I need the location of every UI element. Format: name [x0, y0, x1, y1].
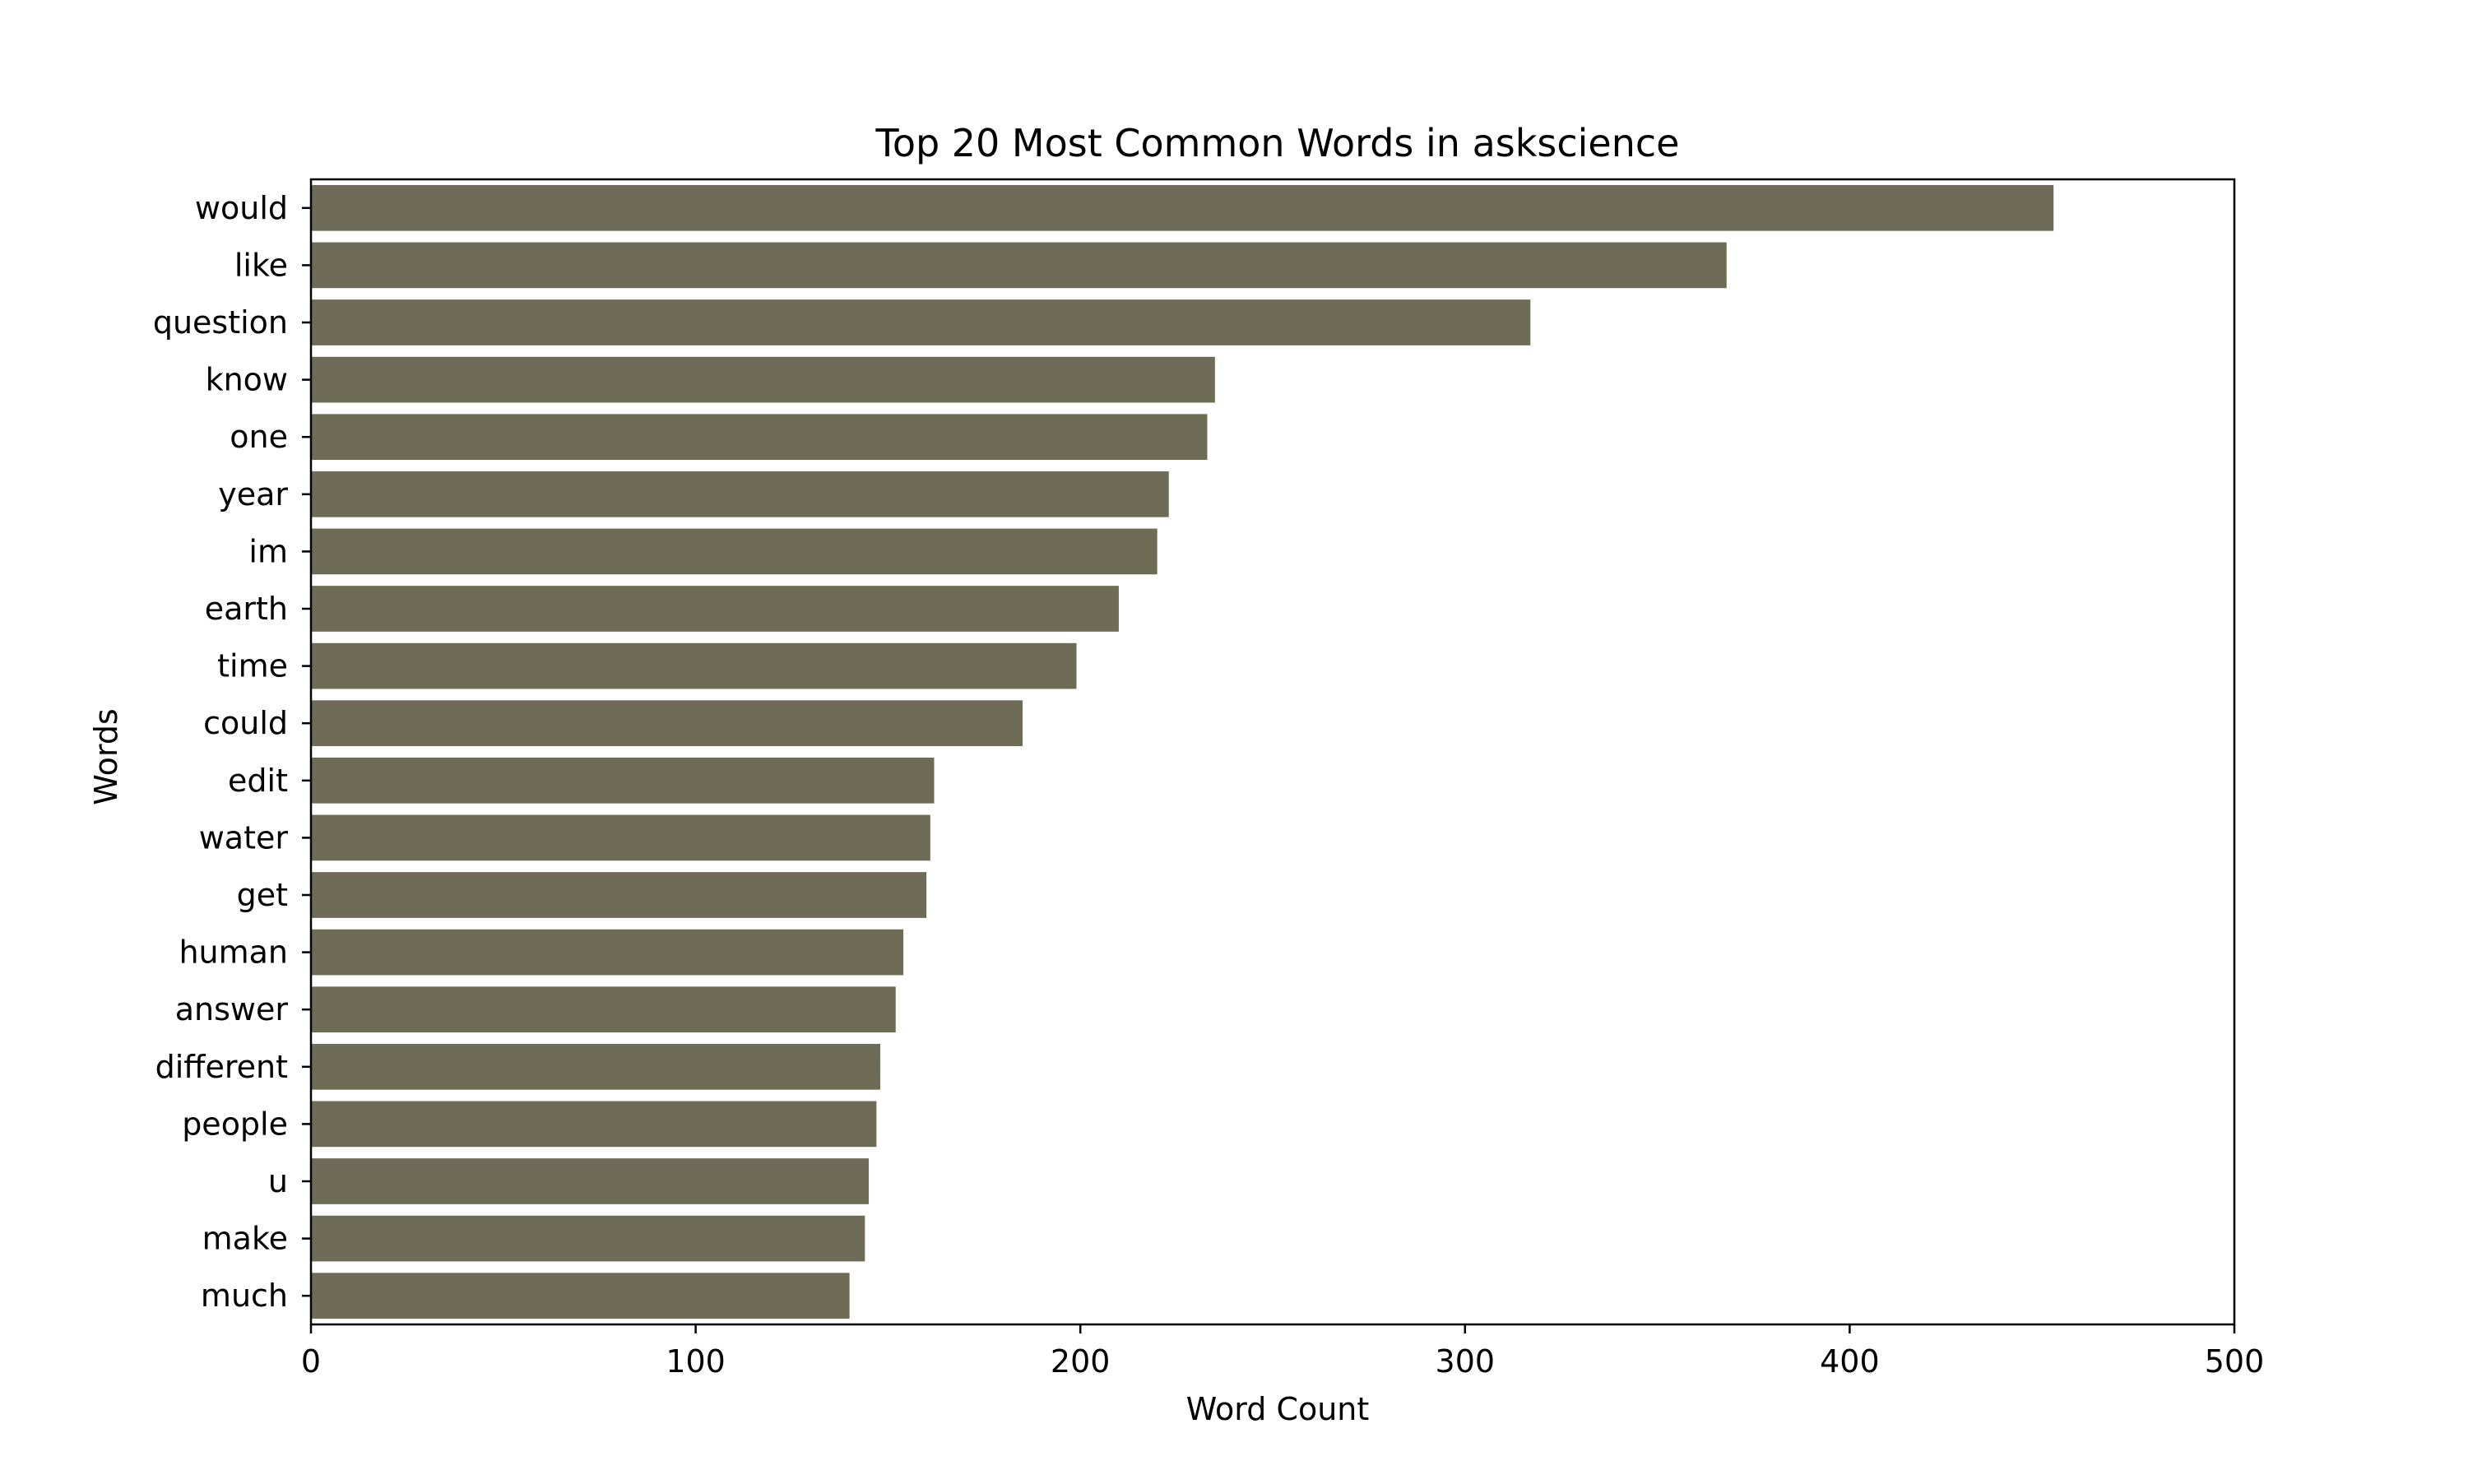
y-tick-label-like: like: [234, 247, 288, 283]
bar-edit: [311, 757, 935, 804]
y-tick-label-people: people: [182, 1106, 288, 1142]
x-tick-label-0: 0: [301, 1343, 321, 1380]
y-tick-label-different: different: [155, 1049, 288, 1085]
y-tick-label-human: human: [179, 934, 288, 971]
bar-year: [311, 471, 1169, 517]
x-tick-label-200: 200: [1051, 1343, 1111, 1380]
y-tick-label-one: one: [230, 419, 288, 455]
bar-one: [311, 414, 1208, 461]
y-tick-label-im: im: [248, 533, 288, 569]
bar-different: [311, 1043, 881, 1090]
chart-title: Top 20 Most Common Words in askscience: [875, 121, 1680, 165]
y-tick-label-would: would: [195, 190, 288, 226]
y-tick-label-make: make: [202, 1221, 288, 1257]
bar-people: [311, 1101, 877, 1148]
bar-im: [311, 528, 1157, 575]
x-axis-label: Word Count: [1186, 1391, 1370, 1427]
x-tick-label-100: 100: [666, 1343, 726, 1380]
bar-know: [311, 356, 1215, 403]
x-tick-label-500: 500: [2205, 1343, 2265, 1380]
y-tick-label-edit: edit: [228, 763, 288, 799]
y-tick-label-much: much: [201, 1278, 288, 1314]
bar-question: [311, 299, 1531, 345]
bar-earth: [311, 586, 1119, 632]
bar-like: [311, 242, 1727, 289]
y-tick-label-know: know: [206, 362, 288, 398]
y-tick-label-u: u: [268, 1163, 288, 1199]
x-tick-label-400: 400: [1820, 1343, 1880, 1380]
bar-water: [311, 814, 930, 861]
y-tick-label-time: time: [217, 648, 288, 684]
bar-would: [311, 184, 2054, 231]
x-axis-ticks: 0 100 200 300 400 500: [301, 1324, 2264, 1380]
y-tick-label-answer: answer: [175, 991, 289, 1027]
y-tick-label-water: water: [199, 819, 289, 856]
bar-answer: [311, 986, 896, 1033]
bars-layer: [311, 184, 2054, 1319]
bar-u: [311, 1158, 870, 1204]
y-tick-label-year: year: [218, 476, 288, 512]
bar-could: [311, 700, 1023, 747]
bar-get: [311, 872, 927, 918]
y-axis-label: Words: [88, 708, 124, 805]
plot-area-frame: [309, 178, 2236, 1326]
y-tick-label-question: question: [153, 304, 288, 341]
y-axis-ticks: would like question know one year im earth time c…: [153, 190, 311, 1314]
bar-human: [311, 929, 904, 976]
y-tick-label-could: could: [203, 705, 288, 741]
bar-much: [311, 1273, 850, 1319]
bar-make: [311, 1215, 865, 1262]
y-tick-label-get: get: [237, 877, 288, 913]
x-tick-label-300: 300: [1436, 1343, 1496, 1380]
y-tick-label-earth: earth: [205, 591, 288, 627]
bar-time: [311, 642, 1077, 689]
